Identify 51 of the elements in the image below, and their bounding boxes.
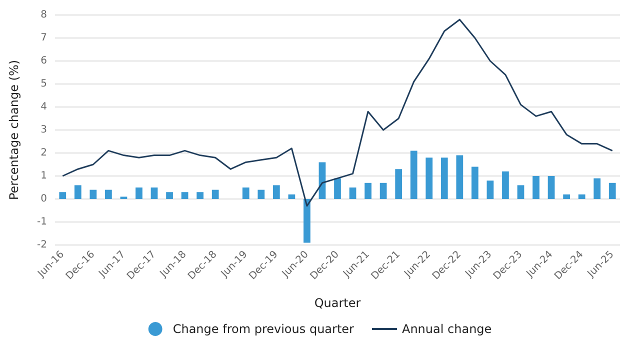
bar xyxy=(196,192,204,199)
bar xyxy=(90,190,97,199)
bar xyxy=(212,190,219,199)
y-tick-label: -2 xyxy=(37,240,47,250)
bar xyxy=(272,185,280,199)
bar xyxy=(548,176,555,199)
bar xyxy=(59,192,66,199)
legend-label: Annual change xyxy=(402,322,492,336)
bar xyxy=(258,190,265,199)
y-tick-label: 6 xyxy=(40,56,47,66)
y-tick-label: 3 xyxy=(40,124,47,136)
bar xyxy=(594,178,601,199)
bar xyxy=(410,150,418,199)
bar xyxy=(471,166,478,199)
bar xyxy=(578,194,586,199)
bar xyxy=(334,178,341,199)
bar xyxy=(502,171,509,199)
bar xyxy=(304,199,310,243)
y-tick-label: 0 xyxy=(40,194,47,204)
y-tick-label: 1 xyxy=(40,170,47,182)
bar xyxy=(395,169,402,199)
y-tick-label: 5 xyxy=(40,78,47,90)
y-tick-label: 2 xyxy=(40,148,47,158)
bar xyxy=(242,188,250,199)
y-tick-label: -1 xyxy=(37,216,47,228)
bar xyxy=(440,158,448,199)
bar xyxy=(532,176,540,199)
bar xyxy=(150,188,158,199)
bar xyxy=(181,192,188,199)
bar xyxy=(380,182,387,199)
bar xyxy=(608,182,616,199)
bar xyxy=(318,162,326,199)
bar xyxy=(563,194,570,199)
bar xyxy=(486,180,494,199)
bar xyxy=(426,158,433,199)
y-axis-title: Percentage change (%) xyxy=(7,60,21,200)
bar xyxy=(517,185,524,199)
legend-label: Change from previous quarter xyxy=(172,322,354,336)
bar xyxy=(105,190,112,199)
y-tick-label: 8 xyxy=(40,10,47,20)
bar xyxy=(456,155,464,199)
bar xyxy=(364,182,372,199)
bar xyxy=(74,185,82,199)
bar xyxy=(166,192,173,199)
line-series xyxy=(62,18,614,207)
y-tick-label: 4 xyxy=(40,102,47,112)
bar xyxy=(136,188,142,199)
bar xyxy=(288,194,296,199)
bar xyxy=(349,188,356,199)
y-tick-label: 7 xyxy=(40,32,47,44)
x-axis-title: Quarter xyxy=(314,296,361,310)
